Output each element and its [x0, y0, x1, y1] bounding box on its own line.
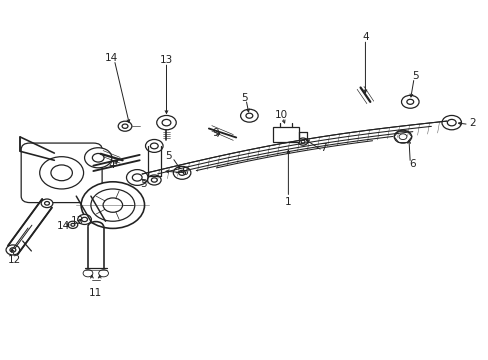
Text: 8: 8 [182, 167, 188, 177]
Circle shape [173, 166, 190, 179]
Text: 3: 3 [140, 179, 146, 189]
Text: 10: 10 [274, 111, 287, 121]
Circle shape [81, 182, 144, 228]
Text: 14: 14 [105, 53, 118, 63]
Text: 4: 4 [362, 32, 368, 41]
Text: 12: 12 [8, 255, 21, 265]
Circle shape [68, 221, 78, 228]
Circle shape [99, 270, 108, 277]
Circle shape [240, 109, 258, 122]
Text: 14: 14 [57, 221, 70, 231]
Text: 5: 5 [165, 151, 172, 161]
Text: 1: 1 [285, 197, 291, 207]
Text: 11: 11 [89, 288, 102, 298]
Circle shape [83, 270, 93, 277]
Polygon shape [8, 199, 52, 254]
Text: 5: 5 [241, 93, 247, 103]
FancyBboxPatch shape [272, 127, 299, 143]
Circle shape [401, 95, 418, 108]
Text: 9: 9 [211, 129, 218, 138]
Circle shape [78, 215, 91, 225]
FancyBboxPatch shape [21, 143, 102, 203]
Text: 2: 2 [468, 118, 475, 128]
Text: 4: 4 [108, 160, 115, 170]
Text: 13: 13 [71, 216, 84, 226]
Circle shape [118, 121, 132, 131]
Circle shape [298, 138, 307, 145]
Circle shape [157, 116, 176, 130]
Text: 13: 13 [160, 55, 173, 65]
Circle shape [147, 175, 161, 185]
Circle shape [6, 245, 20, 255]
Circle shape [145, 139, 163, 152]
Circle shape [84, 148, 112, 168]
Circle shape [41, 199, 53, 208]
Circle shape [393, 130, 411, 143]
Text: 5: 5 [411, 71, 418, 81]
Text: 7: 7 [320, 143, 326, 153]
Text: 6: 6 [408, 159, 415, 169]
